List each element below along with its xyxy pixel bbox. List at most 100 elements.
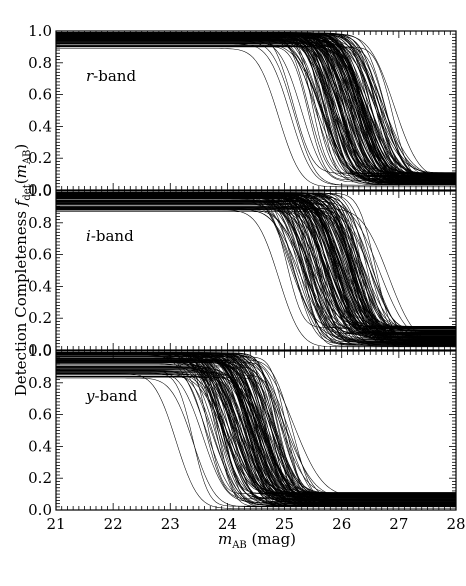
completeness-curve <box>56 196 456 333</box>
completeness-curve <box>56 192 456 339</box>
completeness-curve <box>56 44 456 175</box>
completeness-curve <box>56 192 456 339</box>
completeness-curve <box>56 33 456 177</box>
completeness-curve <box>56 363 456 506</box>
completeness-curve <box>56 192 456 344</box>
completeness-curve <box>56 34 456 177</box>
completeness-curve <box>56 366 456 504</box>
completeness-curve <box>56 193 456 343</box>
completeness-curve <box>56 197 456 328</box>
completeness-curve <box>56 192 456 329</box>
panel-i-band: 0.0 0.2 0.4 0.6 0.8 1.0 i-band <box>28 182 457 359</box>
completeness-curve <box>56 353 456 497</box>
completeness-curve <box>56 192 456 335</box>
completeness-curve <box>56 192 456 347</box>
completeness-curve <box>56 192 456 328</box>
y-tick-label: 0.8 <box>28 374 52 392</box>
completeness-curve <box>56 198 456 343</box>
y-tick-label: 0.2 <box>28 309 52 327</box>
y-tick-label: 0.8 <box>28 214 52 232</box>
completeness-curve <box>56 32 456 178</box>
completeness-curve <box>56 195 456 346</box>
completeness-curve <box>56 197 456 333</box>
completeness-curve <box>56 200 456 341</box>
completeness-curve <box>56 192 456 333</box>
completeness-curve <box>56 202 456 334</box>
completeness-curve <box>56 38 456 177</box>
completeness-curve <box>56 196 456 343</box>
completeness-curve <box>56 33 456 175</box>
completeness-curve <box>56 192 456 344</box>
completeness-curve <box>56 195 456 340</box>
completeness-curve <box>56 192 456 344</box>
completeness-curve <box>56 201 456 345</box>
y-tick-label: 1.0 <box>28 182 52 200</box>
completeness-curve <box>56 192 456 341</box>
completeness-curve <box>56 358 456 496</box>
band-label: i-band <box>86 227 134 245</box>
completeness-curve <box>56 33 456 175</box>
completeness-curve <box>56 32 456 177</box>
completeness-curve <box>56 192 456 342</box>
x-tick-label: 28 <box>446 515 465 533</box>
completeness-curve <box>56 207 456 335</box>
completeness-curve <box>56 203 456 332</box>
completeness-curve <box>56 211 456 329</box>
completeness-curve <box>56 39 456 185</box>
x-tick-label: 22 <box>104 515 123 533</box>
x-tick-label: 26 <box>332 515 351 533</box>
completeness-curve <box>56 193 456 327</box>
completeness-curve <box>56 32 456 179</box>
completeness-curve <box>56 193 456 343</box>
completeness-curve <box>56 32 456 178</box>
completeness-curve <box>56 199 456 339</box>
completeness-curve <box>56 198 456 341</box>
completeness-curve <box>56 192 456 338</box>
completeness-curve <box>56 192 456 339</box>
completeness-curve <box>56 35 456 177</box>
completeness-curve <box>56 32 456 177</box>
completeness-curve <box>56 36 456 182</box>
y-tick-label: 0.6 <box>28 86 52 104</box>
completeness-curve <box>56 369 456 504</box>
curve-group <box>56 352 456 509</box>
completeness-curve <box>56 193 456 341</box>
x-tick-label: 23 <box>161 515 180 533</box>
completeness-curve <box>56 195 456 347</box>
curve-group <box>56 32 456 188</box>
completeness-curve <box>56 200 456 343</box>
completeness-curve <box>56 203 456 338</box>
completeness-curve <box>56 32 456 177</box>
completeness-curve <box>56 371 456 501</box>
completeness-curve <box>56 34 456 178</box>
y-tick-label: 1.0 <box>28 22 52 40</box>
x-tick-label: 25 <box>275 515 294 533</box>
completeness-curve <box>56 196 456 338</box>
completeness-curve <box>56 192 456 336</box>
completeness-curve <box>56 193 456 334</box>
completeness-curve <box>56 206 456 328</box>
completeness-curve <box>56 192 456 333</box>
completeness-curve <box>56 43 456 186</box>
completeness-curve <box>56 198 456 332</box>
completeness-curve <box>56 46 456 181</box>
completeness-curve <box>56 195 456 340</box>
completeness-curve <box>56 32 456 176</box>
completeness-curve <box>56 193 456 336</box>
completeness-curve <box>56 194 456 341</box>
completeness-curve <box>56 192 456 340</box>
completeness-curve <box>56 194 456 343</box>
completeness-curve <box>56 33 456 177</box>
completeness-curve <box>56 195 456 343</box>
completeness-curve <box>56 192 456 330</box>
completeness-curve <box>56 192 456 330</box>
completeness-curve <box>56 192 456 337</box>
completeness-curve <box>56 202 456 331</box>
y-tick-label: 0.6 <box>28 246 52 264</box>
completeness-curve <box>56 192 456 335</box>
completeness-curve <box>56 35 456 177</box>
completeness-curve <box>56 32 456 175</box>
completeness-curve <box>56 192 456 337</box>
completeness-curve <box>56 34 456 175</box>
completeness-curve <box>56 192 456 334</box>
